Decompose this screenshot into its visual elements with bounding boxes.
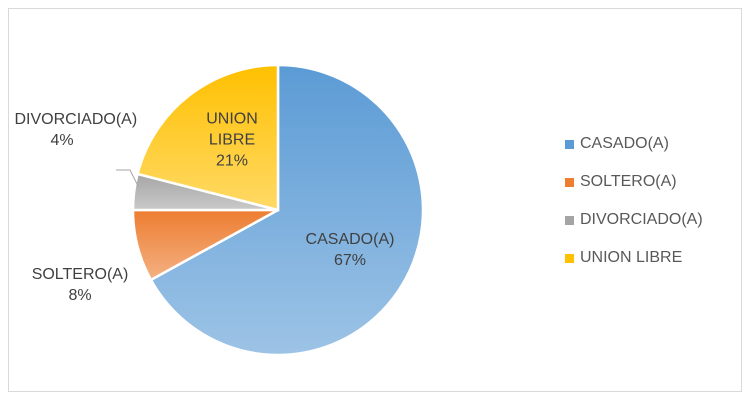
data-label-name: UNION LIBRE xyxy=(206,110,258,149)
legend-item: SOLTERO(A) xyxy=(565,173,677,191)
legend-label: DIVORCIADO(A) xyxy=(580,211,703,228)
legend-swatch xyxy=(565,215,574,225)
legend-label: CASADO(A) xyxy=(580,135,669,152)
data-label: UNION LIBRE 21% xyxy=(197,109,267,172)
data-label: SOLTERO(A) 8% xyxy=(25,264,135,306)
leader-line xyxy=(116,169,139,187)
data-label-name: CASADO(A) xyxy=(305,231,395,248)
legend-label: SOLTERO(A) xyxy=(580,173,677,190)
pie-slice xyxy=(136,63,280,212)
data-label-name: SOLTERO(A) xyxy=(31,266,129,283)
pie-slice xyxy=(149,63,425,357)
data-label: CASADO(A) 67% xyxy=(295,229,405,271)
legend-swatch xyxy=(565,177,574,187)
data-label: DIVORCIADO(A) 4% xyxy=(14,109,138,151)
data-label-value: 4% xyxy=(50,132,74,149)
legend-item: DIVORCIADO(A) xyxy=(565,211,703,229)
data-label-value: 21% xyxy=(215,152,249,170)
data-label-value: 8% xyxy=(68,287,92,304)
data-label-value: 67% xyxy=(333,252,367,269)
legend-item: CASADO(A) xyxy=(565,135,669,153)
data-label-name: DIVORCIADO(A) xyxy=(14,111,138,128)
legend-item: UNION LIBRE xyxy=(565,249,682,267)
legend-label: UNION LIBRE xyxy=(580,249,683,266)
legend-swatch xyxy=(565,139,574,149)
legend-swatch xyxy=(565,253,574,263)
